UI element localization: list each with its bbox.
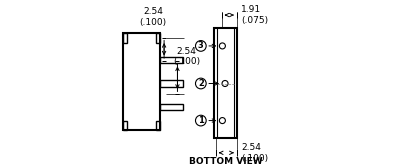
Bar <box>160 57 183 63</box>
Bar <box>156 121 160 130</box>
Text: 2: 2 <box>198 79 204 88</box>
Text: 2.54
(.100): 2.54 (.100) <box>140 7 167 27</box>
Bar <box>160 80 183 87</box>
Text: BOTTOM VIEW: BOTTOM VIEW <box>189 157 263 166</box>
Bar <box>214 28 237 138</box>
Text: 2.54
(.100): 2.54 (.100) <box>173 47 200 66</box>
Text: 2.54
(.100): 2.54 (.100) <box>241 143 268 162</box>
Bar <box>123 33 127 43</box>
Text: 3: 3 <box>198 41 204 50</box>
Text: 1: 1 <box>198 116 204 125</box>
Bar <box>156 33 160 43</box>
Bar <box>123 121 127 130</box>
Bar <box>123 33 160 130</box>
Text: 1.91
(.075): 1.91 (.075) <box>241 5 268 25</box>
Bar <box>160 104 183 110</box>
